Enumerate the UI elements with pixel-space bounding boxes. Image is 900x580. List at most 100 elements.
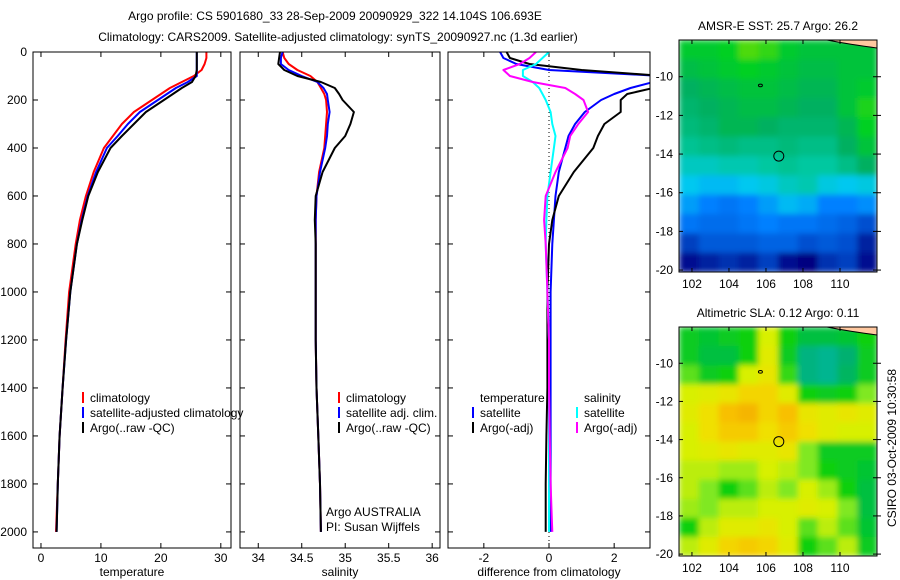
footer-timestamp: CSIRO 03-Oct-2009 10:30:58 xyxy=(885,369,899,527)
x-tick-label: 0 xyxy=(38,551,45,565)
map-cell xyxy=(817,460,838,481)
y-tick-label: -18 xyxy=(656,509,674,523)
map-cell xyxy=(857,422,877,443)
map-cell xyxy=(857,233,877,254)
legend-swatch xyxy=(338,422,340,433)
map-cell xyxy=(797,59,819,80)
map-cell xyxy=(718,40,739,60)
map-cell xyxy=(797,460,819,481)
map-cell xyxy=(857,517,877,538)
map-frame xyxy=(678,326,878,557)
map-cell xyxy=(679,117,700,138)
map-cell xyxy=(718,136,739,157)
map-cell xyxy=(837,59,858,80)
y-tick-label: -16 xyxy=(656,471,674,485)
map-cell xyxy=(718,175,739,196)
map-cell xyxy=(817,117,838,138)
y-tick-label: 1200 xyxy=(0,333,27,347)
map-cell xyxy=(758,194,779,215)
map-cell xyxy=(679,517,700,538)
map-cell xyxy=(758,384,779,404)
map-title: Altimetric SLA: 0.12 Argo: 0.11 xyxy=(697,306,860,320)
map-cell xyxy=(698,403,720,423)
map-cell xyxy=(817,252,838,272)
legend-label: climatology xyxy=(346,391,406,405)
map-cell xyxy=(758,498,779,519)
map-cell xyxy=(698,78,720,99)
map-cell xyxy=(817,233,838,254)
map-cell xyxy=(797,327,819,347)
map-cell xyxy=(698,40,720,60)
map-cell xyxy=(718,479,739,500)
map-cell xyxy=(837,517,858,538)
y-tick-label: -20 xyxy=(656,547,674,561)
map-cell xyxy=(738,479,759,500)
map-cell xyxy=(698,536,720,556)
map-cell xyxy=(817,517,838,538)
map-cell xyxy=(758,59,779,80)
map-cell xyxy=(778,214,799,234)
map-cell xyxy=(778,346,799,366)
legend-swatch xyxy=(338,392,340,403)
map-cell xyxy=(718,233,739,254)
y-tick-label: -12 xyxy=(656,108,674,122)
map-cell xyxy=(857,214,877,234)
panel-salinity: 34 34.5 35 35.5 36 salinity climatologysatelli… xyxy=(239,51,441,579)
panel-temperature: 0 200 400 600 800 1000 1200 1400 1600 1800 2000 0 10… xyxy=(0,45,243,579)
map-cell xyxy=(857,536,877,556)
y-tick-label: 800 xyxy=(7,237,27,251)
map-cell xyxy=(718,536,739,556)
map-cell xyxy=(758,536,779,556)
map-cell xyxy=(778,40,799,60)
map-cell xyxy=(817,194,838,215)
x-axis-label: difference from climatology xyxy=(477,565,620,579)
map-cell xyxy=(797,214,819,234)
map-cell xyxy=(778,194,799,215)
y-tick-label: -12 xyxy=(656,394,674,408)
map-cell xyxy=(679,233,700,254)
map-cell xyxy=(758,78,779,99)
y-tick-label: -20 xyxy=(656,263,674,277)
x-tick-label: 108 xyxy=(793,277,813,291)
x-tick-label: 34 xyxy=(252,551,266,565)
map-cell xyxy=(679,98,700,118)
map-cell xyxy=(718,384,739,404)
map-cell xyxy=(698,441,720,462)
map-cell xyxy=(837,346,858,366)
map-cell xyxy=(857,403,877,423)
map-cell xyxy=(797,117,819,138)
map-cell xyxy=(718,441,739,462)
map-cell xyxy=(778,498,799,519)
map-cell xyxy=(758,117,779,138)
x-tick-label: 20 xyxy=(154,551,168,565)
x-tick-label: 2 xyxy=(611,551,618,565)
series-line-climatology xyxy=(281,52,328,532)
map-cell xyxy=(857,78,877,99)
map-cell xyxy=(738,498,759,519)
map-field xyxy=(679,40,877,272)
annotation-line1: Argo AUSTRALIA xyxy=(326,505,421,519)
map-cell xyxy=(738,422,759,443)
map-cell xyxy=(738,117,759,138)
map-cell xyxy=(679,156,700,176)
y-tick-label: 1400 xyxy=(0,381,27,395)
map-cell xyxy=(679,441,700,462)
legend-swatch xyxy=(82,422,84,433)
map-cell xyxy=(817,59,838,80)
x-tick-label: 104 xyxy=(719,277,739,291)
map-cell xyxy=(718,98,739,118)
map-cell xyxy=(738,384,759,404)
map-cell xyxy=(778,252,799,272)
map-cell xyxy=(857,252,877,272)
map-cell xyxy=(778,327,799,347)
map-cell xyxy=(738,460,759,481)
map-cell xyxy=(718,78,739,99)
map-cell xyxy=(718,194,739,215)
legend-difference: temperature salinitysatelliteArgo(-adj)sa… xyxy=(472,391,637,435)
map-cell xyxy=(837,460,858,481)
map-cell xyxy=(817,175,838,196)
legend-swatch xyxy=(82,407,84,418)
map-cell xyxy=(679,252,700,272)
legend-label: satellite xyxy=(584,406,625,420)
series-line-argo-adj- xyxy=(505,52,650,532)
